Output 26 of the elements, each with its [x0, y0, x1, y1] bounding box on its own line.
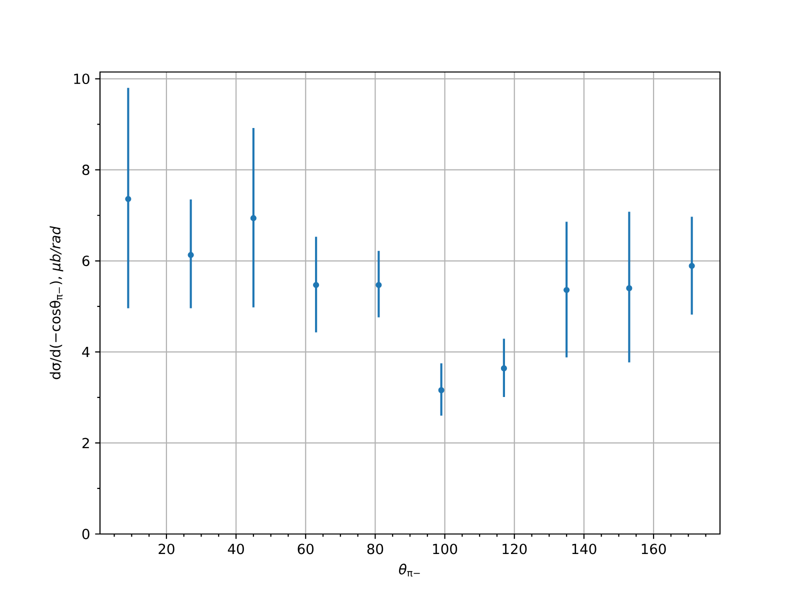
y-tick-label: 6	[82, 256, 90, 266]
y-tick-label: 2	[82, 438, 89, 448]
x-tick-label: 120	[502, 544, 527, 554]
x-tick-label: 80	[367, 544, 384, 554]
y-tick-label: 0	[82, 528, 90, 540]
x-tick-label: 160	[642, 544, 666, 554]
y-tick-label: 8	[82, 164, 90, 176]
x-tick-label: 20	[158, 544, 174, 554]
point	[500, 365, 507, 372]
x-tick-label: 40	[228, 544, 244, 554]
y-tick-label: 10	[74, 74, 90, 84]
x-tick-label: 60	[298, 544, 314, 554]
point	[438, 387, 444, 394]
x-tick-label: 100	[433, 544, 458, 554]
y-axis-title: dσ/d(−cosθ$_{π−}$), μb/rad	[50, 226, 64, 380]
point	[376, 282, 382, 288]
point	[688, 262, 695, 269]
point	[564, 286, 570, 294]
y-tick-label: 4	[82, 346, 90, 357]
point	[626, 285, 632, 292]
point	[125, 196, 132, 202]
point	[250, 215, 256, 222]
point	[313, 282, 320, 288]
x-axis-title: θ$_{π−}$	[399, 564, 420, 577]
x-tick-label: 140	[572, 544, 596, 554]
point	[188, 252, 194, 258]
